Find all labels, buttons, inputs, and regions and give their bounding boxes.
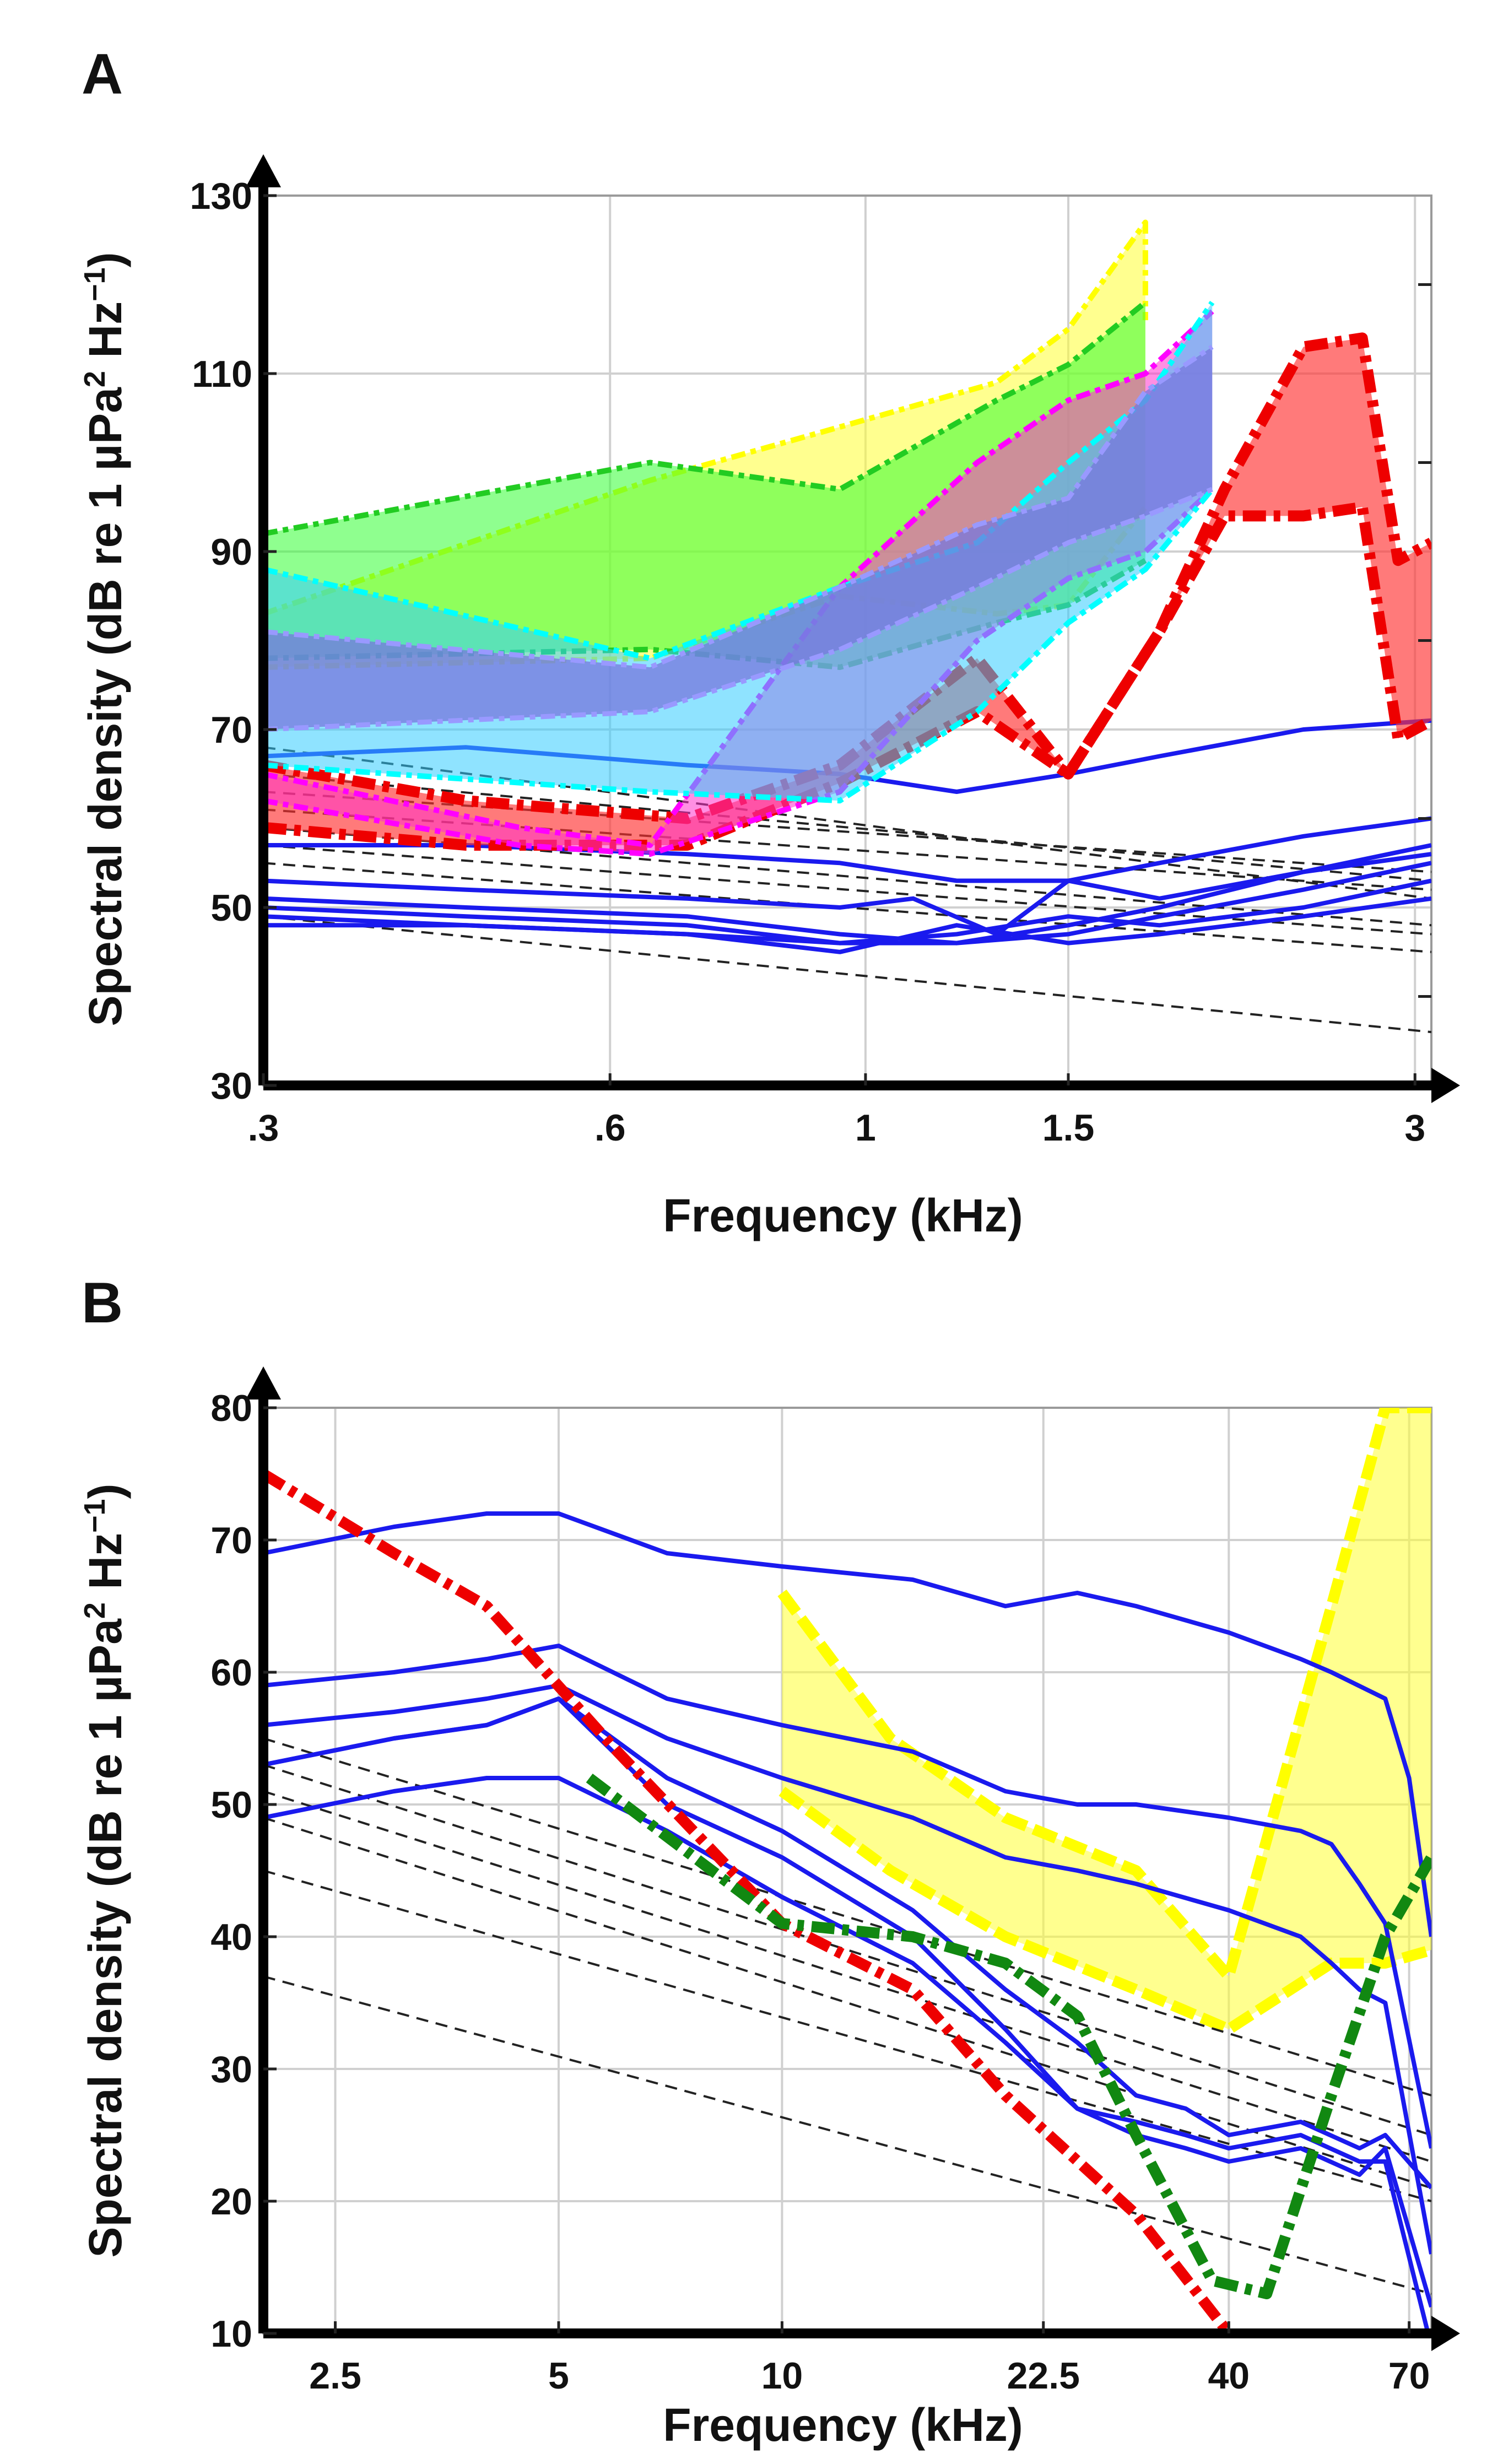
reference-dashed-line bbox=[263, 915, 1431, 1034]
panel-a-label: A bbox=[82, 42, 123, 106]
band-purple-fill bbox=[263, 347, 1213, 730]
x-tick-label: 10 bbox=[761, 2355, 803, 2397]
panel-b-x-arrow-icon bbox=[1431, 2316, 1460, 2351]
noise-curve bbox=[263, 1696, 1431, 2308]
y-tick-label: 110 bbox=[192, 353, 252, 395]
x-tick-label: 2.5 bbox=[309, 2355, 361, 2397]
reference-dashed-line bbox=[263, 826, 1431, 927]
reference-dashed-line bbox=[263, 1817, 1431, 2189]
y-tick-label: 60 bbox=[210, 1652, 252, 1694]
curve-red bbox=[263, 1469, 1246, 2333]
y-tick-label: 130 bbox=[190, 175, 252, 217]
panel-b-label: B bbox=[82, 1271, 123, 1335]
panel-a: A .3 .6 1 1.5 3 30 50 70 90 110 130 Frequency (kHz… bbox=[78, 42, 1460, 1241]
reference-dashed-line bbox=[263, 1975, 1431, 2295]
reference-dashed-line bbox=[263, 791, 1431, 873]
x-tick-label: .3 bbox=[248, 1107, 279, 1149]
band-yellow-lower-edge bbox=[778, 1786, 1431, 2035]
reference-dashed-line bbox=[263, 772, 1431, 882]
y-tick-label: 70 bbox=[210, 709, 252, 751]
band-red-lower-edge bbox=[263, 501, 1431, 851]
panel-a-x-arrow-icon bbox=[1431, 1068, 1460, 1103]
noise-curve bbox=[263, 1683, 1431, 2255]
x-tick-label: .6 bbox=[594, 1107, 626, 1149]
panel-b-y-arrow-icon bbox=[246, 1366, 281, 1399]
y-tick-label: 40 bbox=[210, 1916, 252, 1958]
panel-b-x-axis-title: Frequency (kHz) bbox=[663, 2399, 1023, 2451]
noise-curve bbox=[263, 852, 1431, 945]
panel-b: B 2.5 5 10 22.5 40 70 10 20 30 40 50 60 70 80 Frequen… bbox=[78, 1271, 1460, 2451]
noise-curve bbox=[263, 1776, 1431, 2333]
band-yellow-fill bbox=[782, 1408, 1431, 2029]
panel-b-y-axis-title: Spectral density (dB re 1 µPa2 Hz−1) bbox=[78, 1483, 131, 2257]
y-tick-label: 90 bbox=[210, 531, 252, 573]
x-tick-label: 70 bbox=[1388, 2355, 1430, 2397]
x-tick-label: 1 bbox=[855, 1107, 876, 1149]
band-magenta-upper-edge bbox=[263, 309, 1214, 848]
band-purple-upper-edge bbox=[263, 344, 1214, 670]
x-tick-label: 40 bbox=[1208, 2355, 1250, 2397]
reference-dashed-line bbox=[263, 1764, 1431, 2136]
panel-a-spectral-bands bbox=[263, 219, 1431, 857]
panel-a-y-arrow-icon bbox=[246, 154, 281, 187]
panel-a-x-axis-title: Frequency (kHz) bbox=[663, 1190, 1023, 1241]
reference-dashed-line bbox=[263, 746, 1431, 900]
noise-curve bbox=[263, 1511, 1431, 1937]
reference-dashed-line bbox=[263, 844, 1431, 936]
noise-curve bbox=[263, 843, 1431, 937]
x-tick-label: 22.5 bbox=[1007, 2355, 1080, 2397]
panel-b-dashed-curves bbox=[263, 1469, 1431, 2333]
band-red-fill bbox=[263, 338, 1431, 845]
band-cyan-lower-edge bbox=[263, 487, 1215, 804]
x-tick-label: 1.5 bbox=[1042, 1107, 1095, 1149]
panel-a-y-axis-title: Spectral density (dB re 1 µPa2 Hz−1) bbox=[78, 252, 131, 1026]
y-tick-label: 30 bbox=[210, 2049, 252, 2090]
y-tick-label: 70 bbox=[210, 1520, 252, 1561]
y-tick-label: 10 bbox=[210, 2313, 252, 2355]
curve-darkgreen bbox=[586, 1774, 1431, 2299]
noise-curve bbox=[263, 878, 1431, 945]
x-tick-label: 5 bbox=[548, 2355, 569, 2397]
reference-dashed-line bbox=[263, 1790, 1431, 2163]
panel-b-ticks: 2.5 5 10 22.5 40 70 10 20 30 40 50 60 70 80 bbox=[210, 1387, 1430, 2397]
y-tick-label: 30 bbox=[210, 1065, 252, 1107]
y-tick-label: 50 bbox=[210, 1784, 252, 1826]
reference-dashed-line bbox=[263, 1737, 1431, 2096]
x-tick-label: 3 bbox=[1404, 1107, 1425, 1149]
y-tick-label: 20 bbox=[210, 2181, 252, 2223]
panel-a-ticks: .3 .6 1 1.5 3 30 50 70 90 110 130 bbox=[190, 175, 1431, 1149]
panel-a-reference-lines bbox=[263, 746, 1431, 1034]
reference-dashed-line bbox=[263, 808, 1431, 891]
y-tick-label: 80 bbox=[210, 1387, 252, 1429]
y-tick-label: 50 bbox=[210, 887, 252, 929]
